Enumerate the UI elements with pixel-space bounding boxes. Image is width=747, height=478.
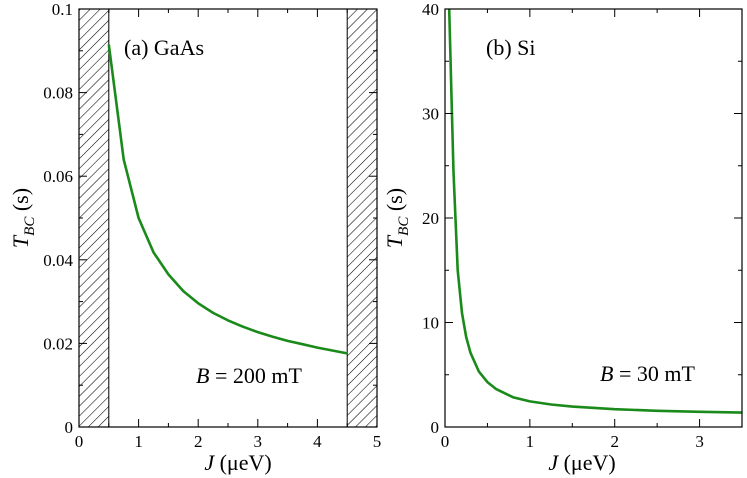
field-annotation: B = 200 mT xyxy=(196,363,302,388)
y-tick-label: 40 xyxy=(422,0,439,19)
y-tick-label: 0.08 xyxy=(43,84,73,103)
x-tick-label: 3 xyxy=(254,432,263,451)
x-tick-label: 1 xyxy=(134,432,143,451)
field-annotation: B = 30 mT xyxy=(600,361,695,386)
y-tick-label: 0.06 xyxy=(43,167,73,186)
y-tick-label: 10 xyxy=(422,314,439,333)
panel-label: (a) GaAs xyxy=(124,35,204,60)
x-axis-label: J (μeV) xyxy=(204,450,271,475)
x-tick-label: 2 xyxy=(610,432,619,451)
data-series-line xyxy=(107,44,348,355)
y-tick-label: 20 xyxy=(422,209,439,228)
y-axis-label: TBC (s) xyxy=(382,188,412,248)
panel-label: (b) Si xyxy=(486,35,536,60)
x-tick-label: 3 xyxy=(695,432,704,451)
y-tick-label: 30 xyxy=(422,105,439,124)
y-tick-label: 0.02 xyxy=(43,334,73,353)
y-tick-label: 0 xyxy=(65,418,74,437)
excluded-region xyxy=(346,8,378,428)
y-tick-label: 0.04 xyxy=(43,251,73,270)
x-tick-label: 0 xyxy=(75,432,84,451)
y-tick-label: 0.1 xyxy=(52,0,73,19)
x-tick-label: 4 xyxy=(313,432,322,451)
x-tick-label: 2 xyxy=(194,432,203,451)
excluded-region xyxy=(78,8,110,428)
x-tick-label: 1 xyxy=(526,432,535,451)
y-axis-label: TBC (s) xyxy=(8,188,38,248)
panel-gaas: 0 1 2 3 4 5 0 0.02 0.04 0.06 0.08 0.1 (a) GaAs B = … xyxy=(8,0,381,475)
data-series-line xyxy=(447,9,742,414)
x-axis-label: J (μeV) xyxy=(548,450,615,475)
plot-frame xyxy=(444,8,743,428)
y-tick-label: 0 xyxy=(431,418,440,437)
x-tick-label: 5 xyxy=(373,432,382,451)
x-tick-label: 0 xyxy=(441,432,450,451)
